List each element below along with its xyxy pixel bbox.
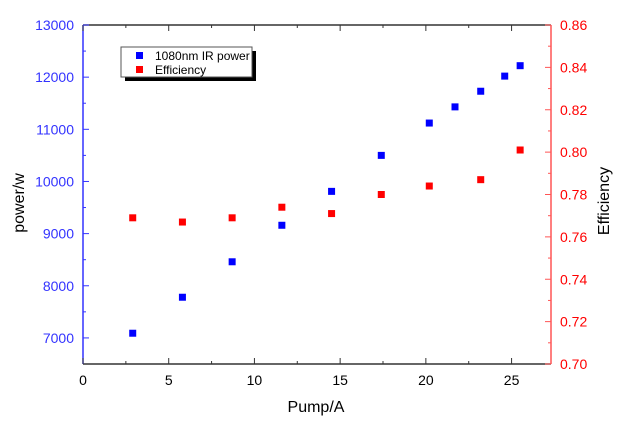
efficiency-point	[477, 176, 485, 184]
efficiency-point	[228, 214, 236, 222]
y-right-tick-label: 0.84	[560, 59, 587, 75]
plot-frame	[82, 24, 552, 365]
x-tick-label: 15	[332, 372, 348, 388]
legend-label-power: 1080nm IR power	[155, 49, 250, 63]
efficiency-point	[129, 214, 137, 222]
y-right-tick-label: 0.76	[560, 229, 587, 245]
y-axis-left-title: power/w	[11, 173, 28, 233]
power-point	[451, 103, 459, 111]
x-axis-title: Pump/A	[288, 399, 345, 416]
data-points	[129, 62, 524, 337]
y-right-tick-label: 0.74	[560, 271, 587, 287]
efficiency-point	[178, 218, 186, 226]
power-point	[278, 221, 286, 229]
power-point	[477, 87, 485, 95]
y-right-tick-label: 0.86	[560, 17, 587, 33]
y-left-tick-label: 9000	[43, 226, 74, 242]
power-point	[228, 258, 236, 266]
efficiency-point	[278, 203, 286, 211]
power-point	[425, 119, 433, 127]
power-point	[178, 293, 186, 301]
efficiency-point	[516, 146, 524, 154]
power-point	[328, 187, 336, 195]
x-tick-label: 20	[418, 372, 434, 388]
y-left-tick-label: 10000	[35, 173, 74, 189]
y-right-tick-label: 0.80	[560, 144, 587, 160]
x-axis: 0 5 10 15 20 25	[79, 25, 520, 388]
y-right-tick-label: 0.78	[560, 187, 587, 203]
power-point	[501, 72, 509, 80]
y-right-tick-label: 0.70	[560, 356, 587, 372]
power-point	[129, 329, 137, 337]
y-left-tick-label: 7000	[43, 330, 74, 346]
legend-marker-power	[136, 52, 143, 59]
power-point	[377, 151, 385, 159]
y-left-tick-label: 8000	[43, 278, 74, 294]
y-right-tick-label: 0.72	[560, 314, 587, 330]
power-point	[516, 62, 524, 70]
efficiency-point	[425, 182, 433, 190]
y-right-tick-label: 0.82	[560, 102, 587, 118]
x-tick-label: 0	[79, 372, 87, 388]
y-axis-right-title: Efficiency	[596, 167, 613, 235]
x-tick-label: 5	[165, 372, 173, 388]
legend-marker-efficiency	[136, 66, 143, 73]
y-axis-left: 7000 8000 9000 10000 11000 12000 13000	[35, 17, 89, 346]
legend-label-efficiency: Efficiency	[155, 63, 206, 77]
x-tick-label: 10	[247, 372, 263, 388]
y-left-tick-label: 11000	[36, 121, 74, 137]
x-tick-label: 25	[504, 372, 520, 388]
y-axis-right: 0.70 0.72 0.74 0.76 0.78 0.80 0.82 0.84 0.86	[545, 17, 587, 372]
y-left-tick-label: 13000	[35, 17, 74, 33]
y-left-tick-label: 12000	[35, 69, 74, 85]
efficiency-point	[377, 191, 385, 198]
efficiency-point	[328, 210, 336, 218]
legend: 1080nm IR power Efficiency	[120, 46, 256, 81]
